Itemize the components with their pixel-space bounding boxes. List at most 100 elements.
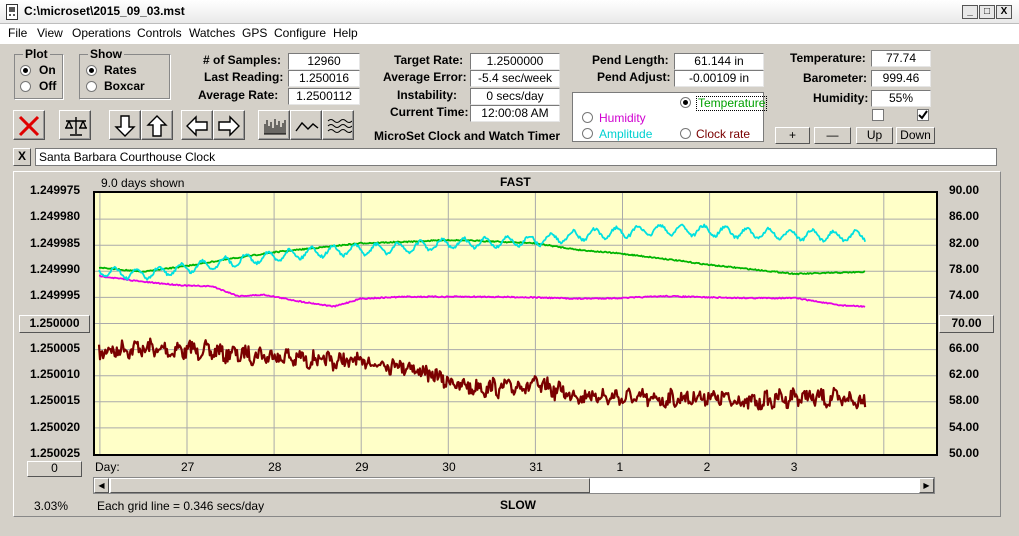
menu-gps[interactable]: GPS: [242, 26, 267, 40]
plot-on-label: On: [39, 63, 56, 77]
humidity-radio[interactable]: [582, 112, 593, 123]
right-axis-tick: 86.00: [949, 209, 979, 223]
last-reading-field: 1.250016: [288, 70, 360, 87]
close-button[interactable]: X: [996, 5, 1012, 19]
left-axis-tick: 1.249975: [30, 183, 80, 197]
target-rate-label: Target Rate:: [394, 53, 463, 67]
day-label: Day:: [95, 460, 120, 474]
line-view-button[interactable]: [290, 110, 322, 140]
arrow-down-icon: [113, 114, 137, 138]
plus-button[interactable]: +: [775, 127, 810, 144]
scroll-thumb[interactable]: [110, 478, 590, 493]
left-axis-tick: 1.249995: [30, 288, 80, 302]
arrow-down-button[interactable]: [109, 110, 141, 140]
clock-rate-radio[interactable]: [680, 128, 691, 139]
down-button[interactable]: Down: [896, 127, 935, 144]
menu-help[interactable]: Help: [333, 26, 358, 40]
menu-file[interactable]: File: [8, 26, 27, 40]
right-axis-center-button[interactable]: 70.00: [939, 315, 994, 333]
balance-scale-icon: [63, 114, 89, 138]
clock-rate-option[interactable]: Clock rate: [696, 127, 750, 141]
x-axis-tick: 30: [442, 460, 455, 474]
arrow-right-icon: [217, 114, 241, 138]
title-bar: C:\microset\2015_09_03.mst _ □ X: [0, 0, 1019, 24]
left-axis-tick: 1.250020: [30, 420, 80, 434]
current-time-field: 12:00:08 AM: [470, 105, 560, 122]
menu-watches[interactable]: Watches: [189, 26, 235, 40]
series-line-humidity: [99, 276, 865, 307]
plot-off-radio[interactable]: [20, 81, 31, 92]
x-axis-tick: 1: [617, 460, 624, 474]
right-axis-tick: 66.00: [949, 341, 979, 355]
zero-button[interactable]: 0: [27, 461, 82, 477]
scroll-right-icon[interactable]: ▶: [919, 478, 934, 493]
target-rate-field[interactable]: 1.2500000: [470, 53, 560, 70]
plot-off-label: Off: [39, 79, 56, 93]
stop-button[interactable]: [13, 110, 45, 140]
arrow-left-button[interactable]: [181, 110, 213, 140]
show-rates-radio[interactable]: [86, 65, 97, 76]
x-axis-tick: 31: [529, 460, 542, 474]
maximize-button[interactable]: □: [979, 5, 995, 19]
instability-field: 0 secs/day: [470, 88, 560, 105]
wave-view-button[interactable]: [322, 110, 354, 140]
x-axis-tick: 28: [268, 460, 281, 474]
right-axis-tick: 62.00: [949, 367, 979, 381]
right-axis-tick: 50.00: [949, 446, 979, 460]
plot-group-title: Plot: [23, 47, 50, 61]
clock-name-field[interactable]: Santa Barbara Courthouse Clock: [35, 148, 997, 166]
menu-bar: File View Operations Controls Watches GP…: [0, 24, 1019, 44]
arrow-up-icon: [145, 114, 169, 138]
show-rates-label: Rates: [104, 63, 137, 77]
right-axis-tick: 74.00: [949, 288, 979, 302]
plot-group: Plot: [14, 54, 64, 100]
arrow-right-button[interactable]: [213, 110, 245, 140]
percent-label: 3.03%: [34, 499, 68, 513]
temperature-field: 77.74: [871, 50, 931, 67]
scroll-left-icon[interactable]: ◀: [94, 478, 109, 493]
samples-field: 12960: [288, 53, 360, 70]
current-time-label: Current Time:: [390, 105, 468, 119]
checkbox-1[interactable]: [872, 109, 884, 121]
horizontal-scrollbar[interactable]: ◀ ▶: [93, 477, 935, 494]
show-boxcar-radio[interactable]: [86, 81, 97, 92]
x-axis-tick: 2: [704, 460, 711, 474]
days-shown-label: 9.0 days shown: [101, 176, 184, 190]
x-axis-tick: 29: [355, 460, 368, 474]
line-graph-icon: [294, 114, 320, 138]
plot-area[interactable]: [93, 191, 938, 456]
left-axis-tick: 1.250005: [30, 341, 80, 355]
left-axis-tick: 1.249980: [30, 209, 80, 223]
amplitude-radio[interactable]: [582, 128, 593, 139]
minimize-button[interactable]: _: [962, 5, 978, 19]
right-axis-tick: 58.00: [949, 393, 979, 407]
menu-controls[interactable]: Controls: [137, 26, 182, 40]
right-axis-tick: 78.00: [949, 262, 979, 276]
pend-length-label: Pend Length:: [592, 53, 669, 67]
slow-label: SLOW: [500, 498, 536, 512]
arrow-up-button[interactable]: [141, 110, 173, 140]
up-button[interactable]: Up: [856, 127, 893, 144]
humidity-option[interactable]: Humidity: [599, 111, 646, 125]
temperature-option[interactable]: Temperature: [696, 96, 767, 111]
app-icon: [6, 4, 18, 20]
average-error-field: -5.4 sec/week: [470, 70, 560, 87]
minus-button[interactable]: —: [814, 127, 851, 144]
menu-view[interactable]: View: [37, 26, 63, 40]
humidity-label: Humidity:: [813, 91, 868, 105]
left-axis-center-button[interactable]: 1.250000: [19, 315, 90, 333]
menu-operations[interactable]: Operations: [72, 26, 131, 40]
plot-on-radio[interactable]: [20, 65, 31, 76]
amplitude-option[interactable]: Amplitude: [599, 127, 652, 141]
window-title: C:\microset\2015_09_03.mst: [24, 4, 185, 18]
temperature-radio[interactable]: [680, 97, 691, 108]
balance-button[interactable]: [59, 110, 91, 140]
checkbox-2[interactable]: [917, 109, 929, 121]
sensor-select-box: Temperature Humidity Amplitude Clock rat…: [572, 92, 764, 142]
barometer-field: 999.46: [871, 70, 931, 87]
left-axis-tick: 1.250015: [30, 393, 80, 407]
average-error-label: Average Error:: [383, 70, 467, 84]
menu-configure[interactable]: Configure: [274, 26, 326, 40]
clear-clock-button[interactable]: X: [13, 148, 31, 166]
bars-view-button[interactable]: [258, 110, 290, 140]
